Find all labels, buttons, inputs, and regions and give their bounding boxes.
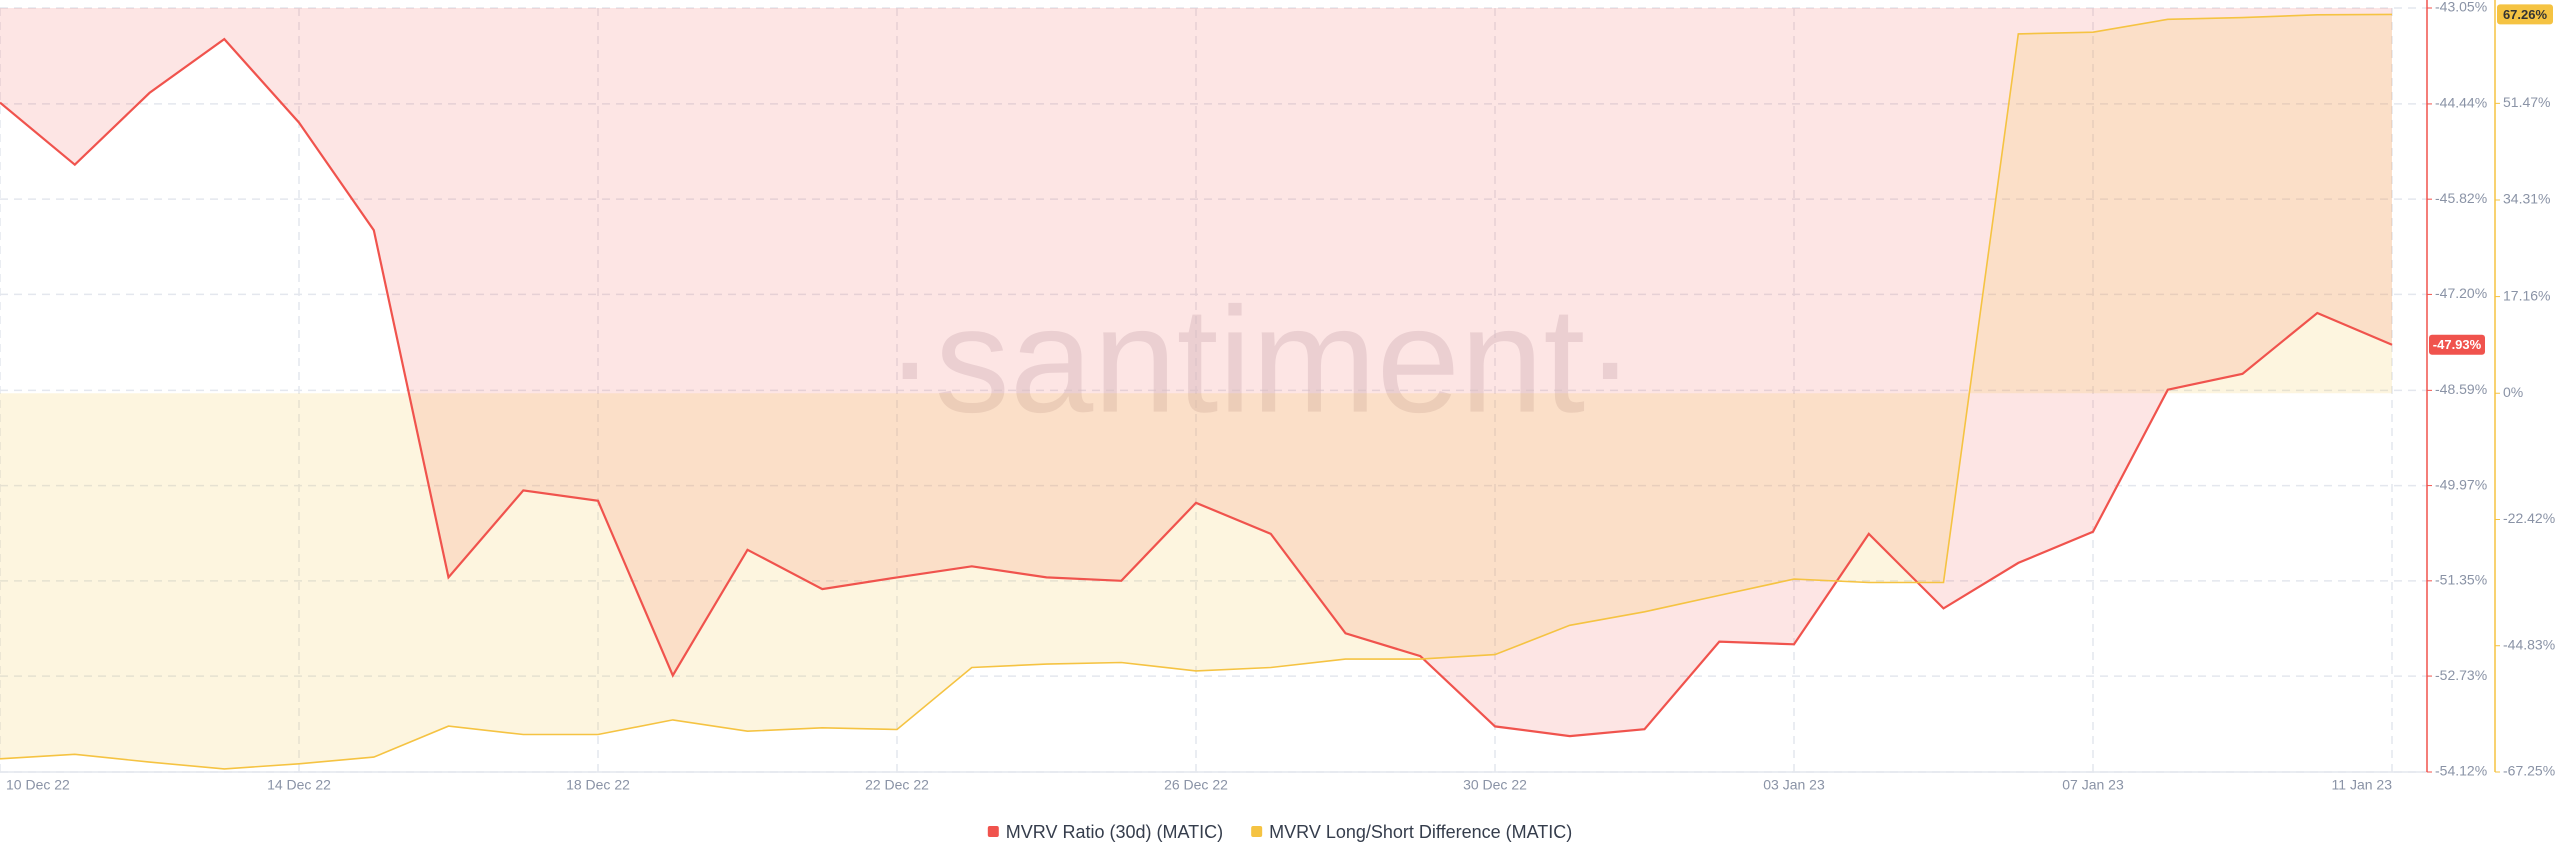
- x-tick-label: 30 Dec 22: [1463, 777, 1527, 793]
- x-tick-label: 14 Dec 22: [267, 777, 331, 793]
- x-tick-label: 18 Dec 22: [566, 777, 630, 793]
- y-tick-label: -51.35%: [2435, 572, 2487, 588]
- y2-tick-label: -67.25%: [2503, 763, 2555, 779]
- line: [0, 37, 2393, 738]
- legend-label: MVRV Ratio (30d) (MATIC): [1006, 822, 1223, 842]
- value-label: -47.93%: [2433, 337, 2482, 352]
- x-tick-label: 03 Jan 23: [1763, 777, 1825, 793]
- y-tick-label: -47.20%: [2435, 285, 2487, 301]
- y-tick-label: -44.44%: [2435, 95, 2487, 111]
- y2-tick-label: 34.31%: [2503, 191, 2550, 207]
- value-label-box: [2429, 334, 2485, 355]
- line: [0, 13, 2393, 770]
- legend-swatch: [987, 826, 999, 837]
- y-tick-label: -43.05%: [2435, 0, 2487, 15]
- watermark: ·santiment·: [885, 276, 1635, 444]
- x-tick-label: 10 Dec 22: [6, 777, 70, 793]
- value-label-box: [2497, 4, 2553, 25]
- x-tick-label: 22 Dec 22: [865, 777, 929, 793]
- x-tick-label: 26 Dec 22: [1164, 777, 1228, 793]
- y2-tick-label: -22.42%: [2503, 510, 2555, 526]
- y2-tick-label: -44.83%: [2503, 636, 2555, 652]
- area: [0, 8, 2392, 737]
- area: [0, 14, 2392, 769]
- y2-tick-label: 51.47%: [2503, 94, 2550, 110]
- y-tick-label: -49.97%: [2435, 476, 2487, 492]
- legend: MVRV Ratio (30d) (MATIC) MVRV Long/Short …: [987, 822, 1572, 842]
- y2-tick-label: 0%: [2503, 384, 2523, 400]
- y-tick-label: -52.73%: [2435, 667, 2487, 683]
- y-tick-label: -54.12%: [2435, 763, 2487, 779]
- x-tick-label: 07 Jan 23: [2062, 777, 2124, 793]
- y-tick-label: -48.59%: [2435, 381, 2487, 397]
- x-tick-label: 11 Jan 23: [2332, 777, 2393, 793]
- y-tick-label: -45.82%: [2435, 190, 2487, 206]
- y2-tick-label: 17.16%: [2503, 287, 2550, 303]
- legend-swatch: [1251, 826, 1263, 837]
- value-label: 67.26%: [2503, 7, 2548, 22]
- legend-label: MVRV Long/Short Difference (MATIC): [1269, 822, 1572, 842]
